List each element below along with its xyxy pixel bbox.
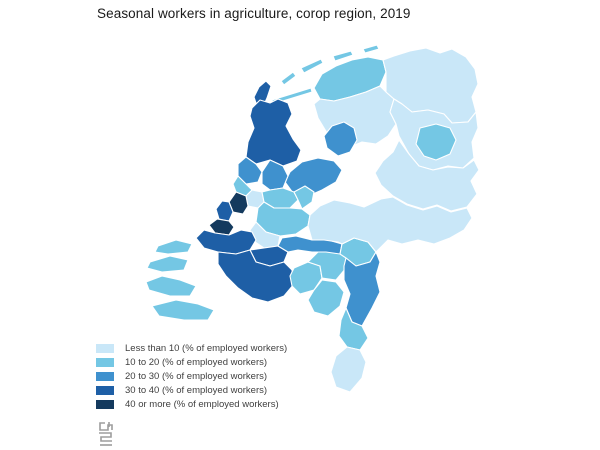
legend-row-3: 30 to 40 (% of employed workers) <box>96 383 287 397</box>
region-zuidoost-noord-brabant[interactable] <box>307 279 345 317</box>
legend-swatch-0 <box>96 343 114 353</box>
region-ameland[interactable] <box>332 50 354 62</box>
region-overijssel[interactable] <box>374 139 480 212</box>
legend-swatch-3 <box>96 385 114 395</box>
region-flevoland[interactable] <box>284 157 343 198</box>
region-vlieland[interactable] <box>280 71 297 86</box>
region-het-gooi[interactable] <box>293 185 315 210</box>
cbs-logo <box>99 422 113 446</box>
page-title: Seasonal workers in agriculture, corop r… <box>97 6 411 21</box>
legend-row-2: 20 to 30 (% of employed workers) <box>96 369 287 383</box>
legend-swatch-1 <box>96 357 114 367</box>
region-zuidoost-drenthe[interactable] <box>415 123 457 161</box>
legend-label-1: 10 to 20 (% of employed workers) <box>125 356 268 368</box>
region-zeeuwsch-vlaanderen[interactable] <box>151 299 215 321</box>
region-alkmaar-en-omgeving[interactable] <box>237 156 263 185</box>
region-duiveland-tholen[interactable] <box>146 255 189 273</box>
region-schouwen-goeree[interactable] <box>154 239 193 255</box>
legend-row-0: Less than 10 (% of employed workers) <box>96 341 287 355</box>
region-noord-limburg[interactable] <box>343 251 381 327</box>
legend-label-3: 30 to 40 (% of employed workers) <box>125 384 268 396</box>
legend-label-0: Less than 10 (% of employed workers) <box>125 342 288 354</box>
legend-row-1: 10 to 20 (% of employed workers) <box>96 355 287 369</box>
region-terschelling[interactable] <box>300 58 324 74</box>
region-walcheren-beveland[interactable] <box>145 275 197 297</box>
legend-label-4: 40 or more (% of employed workers) <box>125 398 279 410</box>
region-schiermonnikoog[interactable] <box>362 44 380 54</box>
legend-label-2: 20 to 30 (% of employed workers) <box>125 370 268 382</box>
region-veluwe-achterhoek[interactable] <box>307 196 473 253</box>
region-zaanstreek[interactable] <box>261 159 289 191</box>
legend-row-4: 40 or more (% of employed workers) <box>96 397 287 411</box>
region-kop-van-noord-holland[interactable] <box>245 98 302 167</box>
legend-swatch-2 <box>96 371 114 381</box>
map-legend: Less than 10 (% of employed workers) 10 t… <box>96 341 287 411</box>
legend-swatch-4 <box>96 399 114 409</box>
region-zuid-limburg[interactable] <box>330 346 367 393</box>
region-noordoostpolder[interactable] <box>323 121 358 157</box>
region-groot-rijnmond[interactable] <box>195 229 257 255</box>
